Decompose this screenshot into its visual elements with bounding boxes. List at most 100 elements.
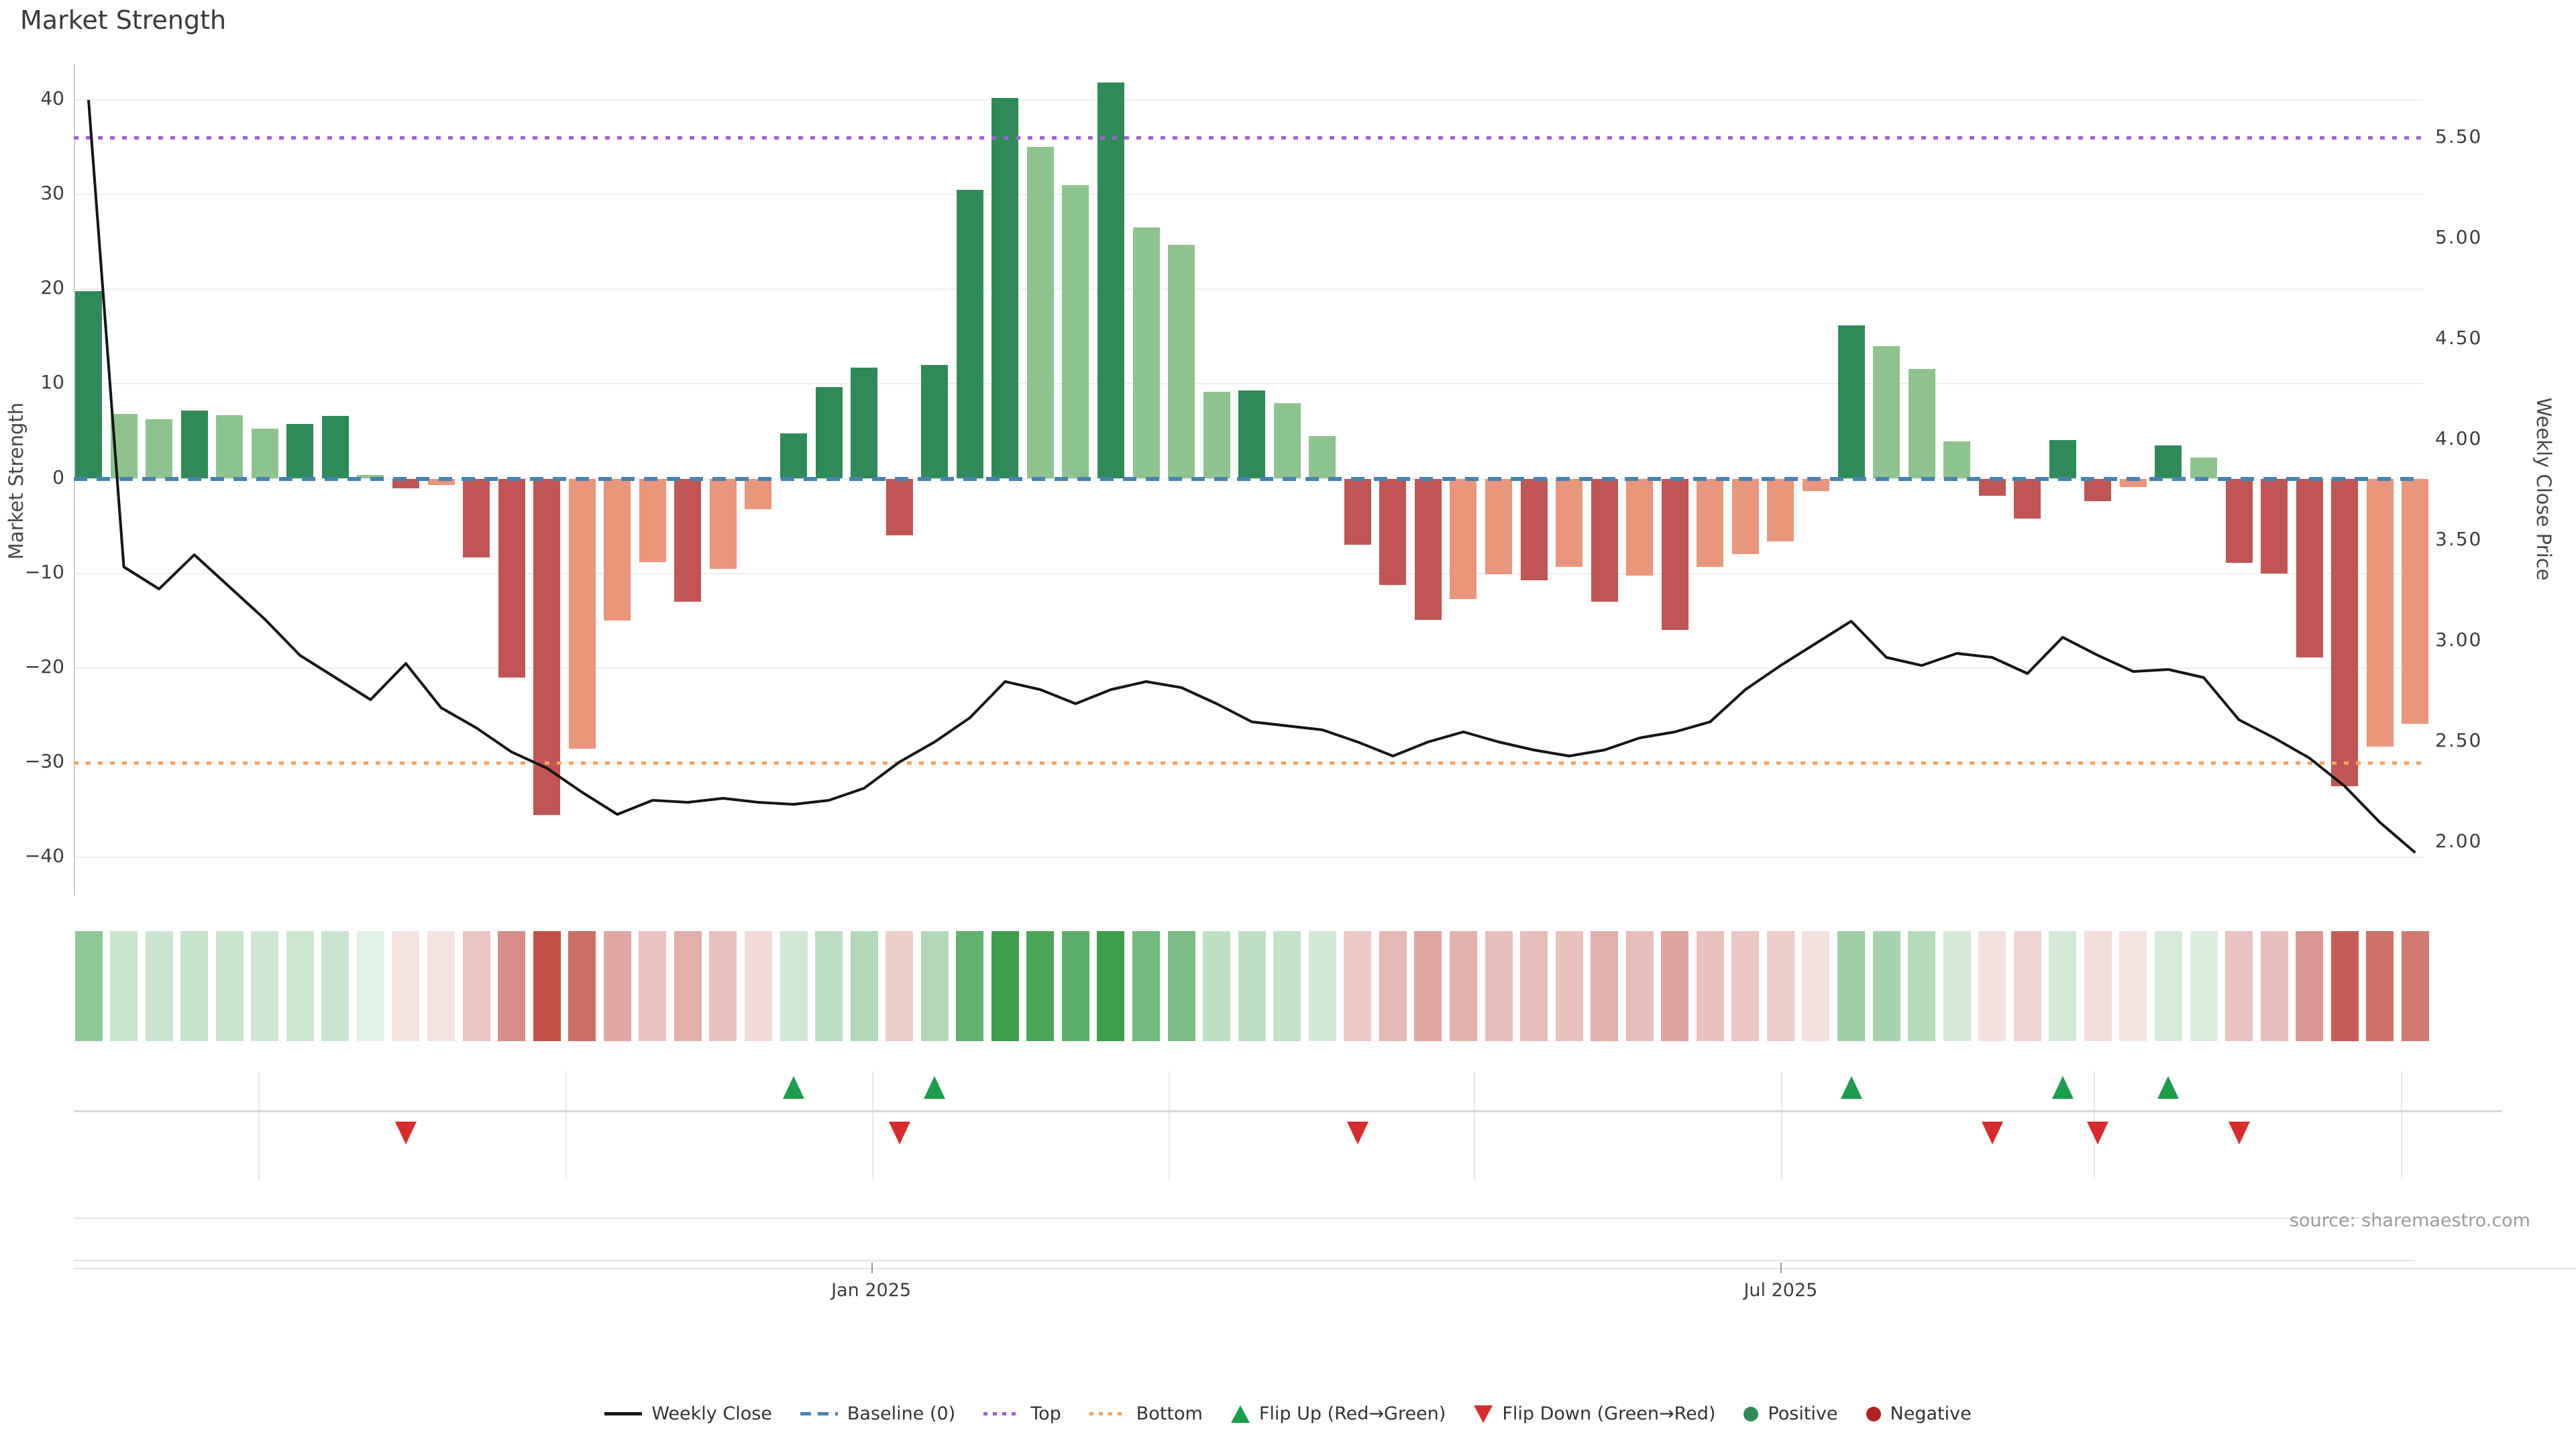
- legend-label: Weekly Close: [651, 1403, 772, 1424]
- heatmap-cell: [674, 931, 702, 1041]
- x-axis-tick: [871, 1263, 873, 1273]
- marker-panel-gridline: [872, 1071, 873, 1179]
- marker-panel-gridline: [2401, 1071, 2402, 1179]
- x-axis-line: [74, 1268, 2576, 1269]
- heatmap-cell: [1344, 931, 1372, 1041]
- strength-bar: [1802, 478, 1829, 491]
- strength-bar: [2261, 478, 2288, 574]
- heatmap-cell: [1591, 931, 1619, 1041]
- heatmap-cell: [2225, 931, 2253, 1041]
- left-axis-tick-label: −10: [24, 560, 64, 583]
- strength-bar: [1168, 244, 1195, 479]
- strength-bar: [427, 478, 455, 486]
- left-axis-tick-label: 20: [40, 276, 64, 299]
- lower-separator-1: [74, 1218, 2388, 1219]
- heatmap-cell: [2190, 931, 2218, 1041]
- heatmap-cell: [1625, 931, 1654, 1041]
- strength-bar: [1520, 478, 1548, 580]
- strength-bar: [286, 423, 314, 479]
- strength-bar: [709, 478, 737, 569]
- legend-item: Weekly Close: [604, 1403, 772, 1424]
- heatmap-cell: [1978, 931, 2006, 1041]
- right-axis-tick-label: 2.50: [2435, 729, 2483, 751]
- heatmap-cell: [1520, 931, 1548, 1041]
- strength-bar: [604, 478, 631, 621]
- x-axis-tick: [1780, 1263, 1782, 1273]
- heatmap-cell: [1696, 931, 1724, 1041]
- left-axis-tick-label: 0: [52, 466, 64, 488]
- left-axis-tick-label: 40: [40, 87, 64, 109]
- strength-bar: [1379, 478, 1407, 585]
- strength-bar: [2119, 478, 2147, 488]
- triangle-down-icon: [1474, 1405, 1493, 1423]
- heatmap-cell: [1766, 931, 1794, 1041]
- legend-label: Bottom: [1136, 1403, 1203, 1424]
- right-axis-tick-label: 2.00: [2435, 830, 2483, 852]
- heatmap-cell: [1238, 931, 1266, 1041]
- heatmap-cell: [2401, 931, 2429, 1041]
- heatmap-cell: [2330, 931, 2359, 1041]
- marker-panel-gridline: [1781, 1071, 1782, 1179]
- strength-bar: [2331, 478, 2359, 787]
- left-axis-tick-label: −40: [24, 845, 64, 867]
- flip-down-marker: [1346, 1122, 1368, 1144]
- flip-up-marker: [2051, 1076, 2074, 1099]
- heatmap-cell: [1203, 931, 1231, 1041]
- strength-bar: [2366, 478, 2394, 747]
- heatmap-cell: [251, 931, 279, 1041]
- heatmap-cell: [1414, 931, 1442, 1041]
- heatmap-cell: [462, 931, 490, 1041]
- strength-bar: [1661, 478, 1688, 631]
- strength-bar: [1062, 184, 1089, 479]
- flip-down-marker: [1981, 1122, 2003, 1144]
- strength-bar: [885, 478, 913, 536]
- heatmap-cell: [321, 931, 350, 1041]
- heatmap-cell: [1061, 931, 1089, 1041]
- heatmap-cell: [2260, 931, 2288, 1041]
- bottom-threshold-line: [74, 761, 2423, 765]
- strength-bar: [815, 386, 843, 479]
- strength-bar: [639, 478, 666, 562]
- y-gridline: [74, 383, 2423, 385]
- heatmap-cell: [2366, 931, 2394, 1041]
- heatmap-cell: [286, 931, 314, 1041]
- strength-bar: [1591, 478, 1618, 602]
- strength-bar: [1273, 402, 1301, 479]
- left-axis-tick-label: −30: [24, 750, 64, 773]
- heatmap-cell: [1379, 931, 1407, 1041]
- strength-bar: [851, 368, 878, 479]
- strength-bar: [2225, 478, 2253, 564]
- strength-bar: [674, 478, 702, 602]
- right-axis-tick-label: 3.50: [2435, 528, 2483, 550]
- y-gridline: [74, 193, 2423, 195]
- page-title: Market Strength: [20, 5, 227, 35]
- legend-item: Flip Up (Red→Green): [1230, 1403, 1446, 1424]
- y-gridline: [74, 288, 2423, 290]
- strength-bar: [146, 419, 173, 479]
- heatmap-cell: [110, 931, 138, 1041]
- right-axis-tick-label: 3.00: [2435, 629, 2483, 651]
- flip-up-marker: [2157, 1076, 2180, 1099]
- strength-bar: [568, 478, 596, 749]
- left-axis-tick-label: −20: [24, 655, 64, 678]
- heatmap-cell: [568, 931, 596, 1041]
- strength-bar: [2049, 439, 2076, 479]
- dashed-line-swatch-icon: [800, 1412, 838, 1415]
- heatmap-cell: [639, 931, 667, 1041]
- left-axis-tick-label: 10: [40, 371, 64, 394]
- strength-bar: [991, 97, 1019, 479]
- strength-bar: [1697, 478, 1724, 567]
- legend-item: Negative: [1866, 1403, 1972, 1424]
- right-axis-tick-label: 4.00: [2435, 427, 2483, 449]
- heatmap-cell: [1308, 931, 1336, 1041]
- heatmap-cell: [2084, 931, 2112, 1041]
- marker-panel-gridline: [1169, 1071, 1170, 1179]
- heatmap-cell: [1837, 931, 1865, 1041]
- strength-bar: [1908, 368, 1935, 479]
- strength-bar: [1556, 478, 1583, 567]
- heatmap-cell: [180, 931, 209, 1041]
- heatmap-cell: [1908, 931, 1936, 1041]
- heatmap-cell: [74, 931, 103, 1041]
- legend-item: Positive: [1743, 1403, 1838, 1424]
